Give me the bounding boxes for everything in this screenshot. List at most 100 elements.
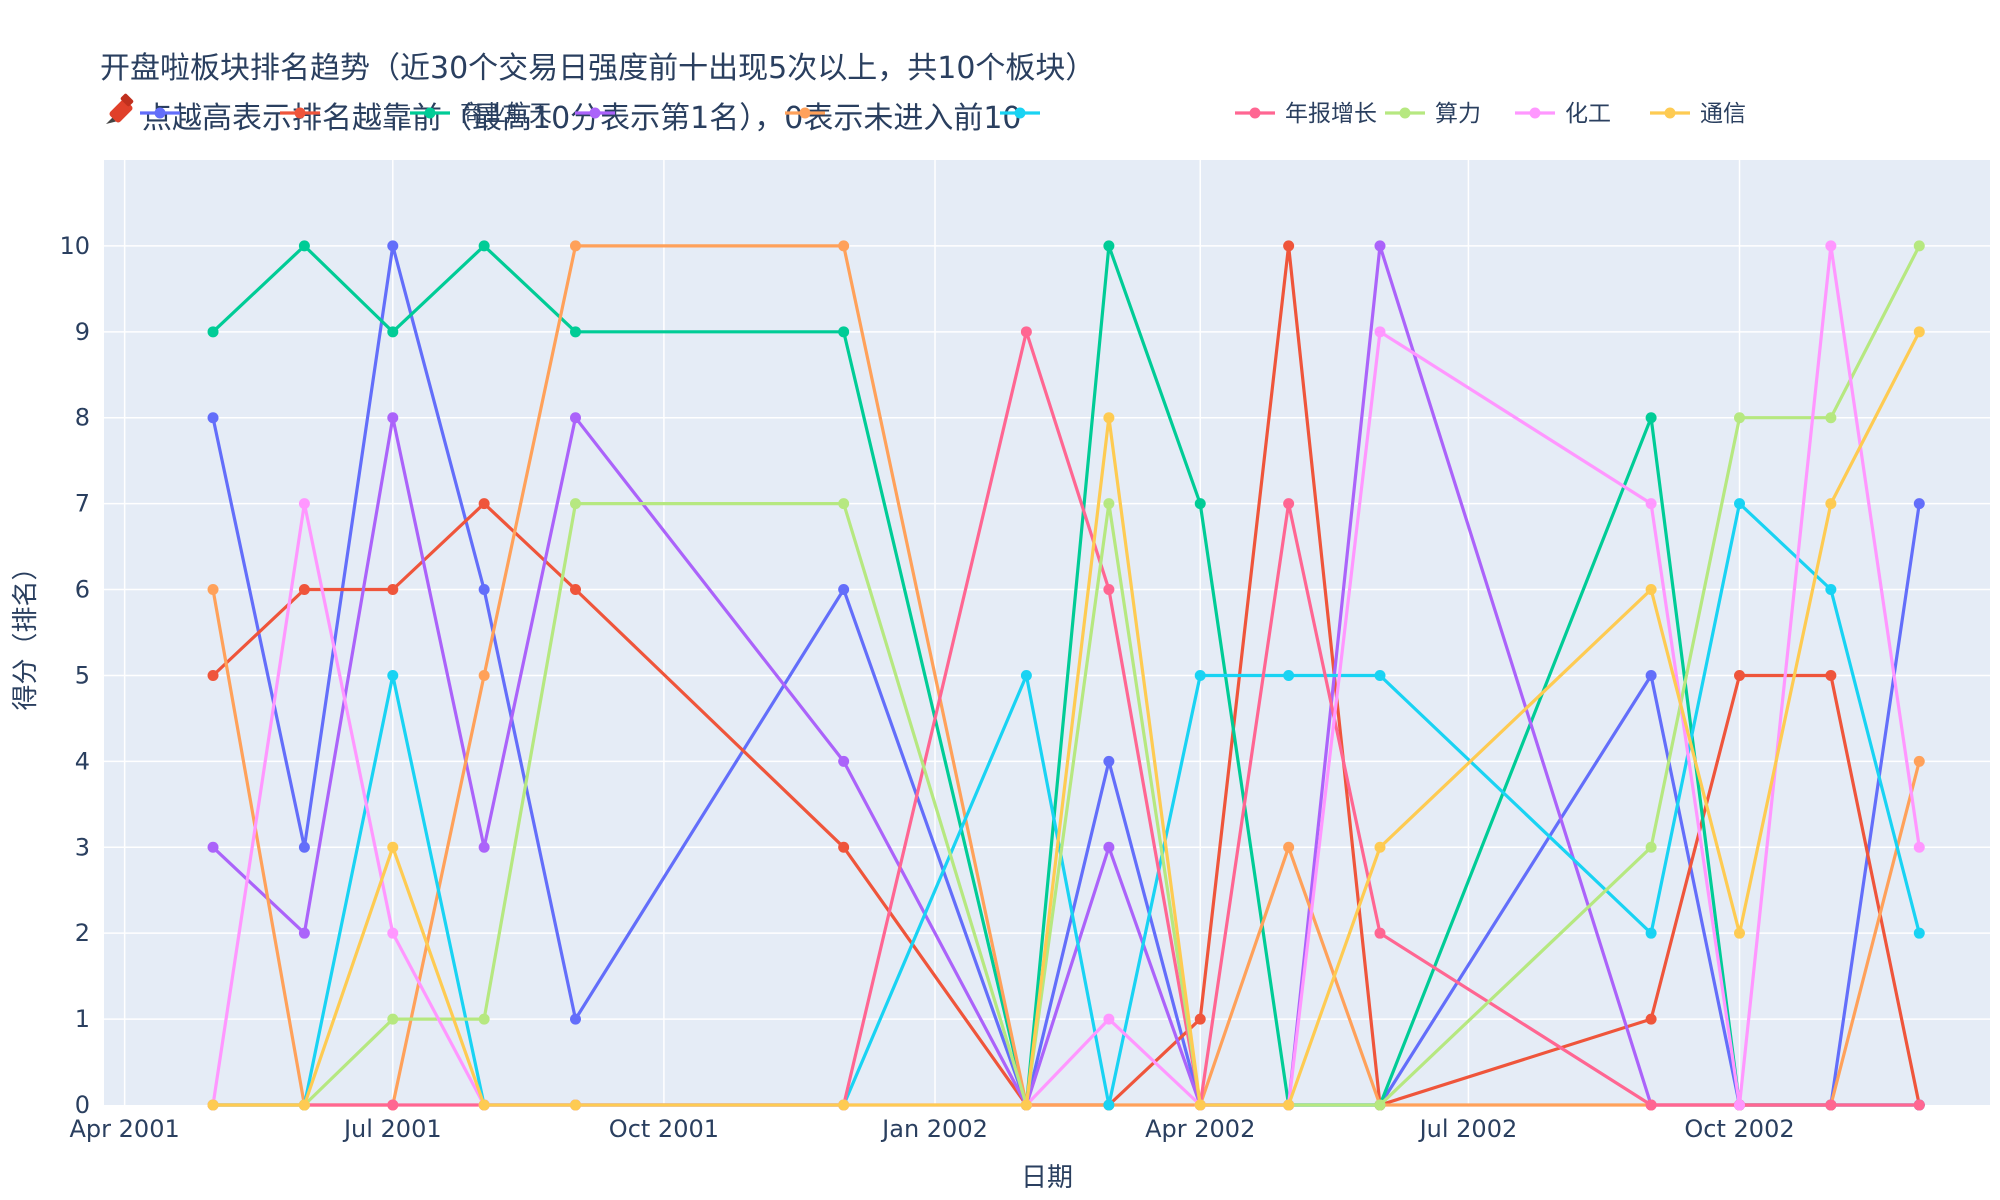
data-point[interactable] xyxy=(1645,584,1657,596)
data-point[interactable] xyxy=(1103,1013,1115,1025)
legend-item[interactable] xyxy=(1000,107,1040,119)
data-point[interactable] xyxy=(1283,240,1295,252)
data-point[interactable] xyxy=(1825,240,1837,252)
data-point[interactable] xyxy=(1283,1099,1295,1111)
data-point[interactable] xyxy=(1020,669,1032,681)
data-point[interactable] xyxy=(1374,669,1386,681)
data-point[interactable] xyxy=(1913,326,1925,338)
data-point[interactable] xyxy=(387,669,399,681)
data-point[interactable] xyxy=(570,584,581,596)
data-point[interactable] xyxy=(1020,326,1032,338)
data-point[interactable] xyxy=(1194,669,1206,681)
data-point[interactable] xyxy=(838,240,850,252)
data-point[interactable] xyxy=(1194,1013,1206,1025)
data-point[interactable] xyxy=(207,841,219,853)
data-point[interactable] xyxy=(1645,412,1657,424)
data-point[interactable] xyxy=(1825,498,1837,510)
data-point[interactable] xyxy=(838,584,850,596)
data-point[interactable] xyxy=(1913,498,1925,510)
data-point[interactable] xyxy=(1283,498,1295,510)
data-point[interactable] xyxy=(570,326,581,338)
legend-item[interactable] xyxy=(575,107,615,119)
data-point[interactable] xyxy=(1103,498,1115,510)
data-point[interactable] xyxy=(1103,841,1115,853)
data-point[interactable] xyxy=(1374,927,1386,939)
data-point[interactable] xyxy=(1913,755,1925,767)
data-point[interactable] xyxy=(387,1099,399,1111)
legend-item[interactable] xyxy=(280,107,320,119)
data-point[interactable] xyxy=(1194,498,1206,510)
data-point[interactable] xyxy=(1913,1099,1925,1111)
data-point[interactable] xyxy=(1374,841,1386,853)
data-point[interactable] xyxy=(1103,755,1115,767)
data-point[interactable] xyxy=(207,584,219,596)
data-point[interactable] xyxy=(1374,326,1386,338)
legend-item[interactable] xyxy=(140,107,180,119)
data-point[interactable] xyxy=(1825,1099,1837,1111)
data-point[interactable] xyxy=(387,841,399,853)
legend-item[interactable] xyxy=(785,107,825,119)
data-point[interactable] xyxy=(1913,240,1925,252)
data-point[interactable] xyxy=(838,755,850,767)
data-point[interactable] xyxy=(387,412,399,424)
data-point[interactable] xyxy=(298,498,310,510)
legend-item[interactable]: 通信 xyxy=(1650,101,1746,127)
data-point[interactable] xyxy=(478,240,490,252)
data-point[interactable] xyxy=(1103,1099,1115,1111)
data-point[interactable] xyxy=(298,1099,310,1111)
data-point[interactable] xyxy=(1645,669,1657,681)
data-point[interactable] xyxy=(1374,1099,1386,1111)
data-point[interactable] xyxy=(1825,412,1837,424)
data-point[interactable] xyxy=(207,326,219,338)
data-point[interactable] xyxy=(1645,1099,1657,1111)
data-point[interactable] xyxy=(1645,1013,1657,1025)
data-point[interactable] xyxy=(1734,927,1746,939)
data-point[interactable] xyxy=(387,927,399,939)
data-point[interactable] xyxy=(207,1099,219,1111)
data-point[interactable] xyxy=(1645,498,1657,510)
data-point[interactable] xyxy=(387,584,399,596)
data-point[interactable] xyxy=(570,412,581,424)
data-point[interactable] xyxy=(1825,584,1837,596)
legend-item[interactable]: 年报增长 xyxy=(1235,101,1377,127)
data-point[interactable] xyxy=(1645,841,1657,853)
data-point[interactable] xyxy=(1283,841,1295,853)
data-point[interactable] xyxy=(478,841,490,853)
legend-item[interactable]: 算力 xyxy=(1385,101,1481,127)
data-point[interactable] xyxy=(478,669,490,681)
data-point[interactable] xyxy=(1374,240,1386,252)
data-point[interactable] xyxy=(1020,1099,1032,1111)
data-point[interactable] xyxy=(298,584,310,596)
data-point[interactable] xyxy=(387,326,399,338)
data-point[interactable] xyxy=(1194,1099,1206,1111)
data-point[interactable] xyxy=(478,1013,490,1025)
legend-item[interactable]: 商业航天 xyxy=(410,101,552,127)
data-point[interactable] xyxy=(387,240,399,252)
data-point[interactable] xyxy=(207,669,219,681)
data-point[interactable] xyxy=(1103,412,1115,424)
data-point[interactable] xyxy=(1734,1099,1746,1111)
data-point[interactable] xyxy=(838,498,850,510)
data-point[interactable] xyxy=(298,240,310,252)
data-point[interactable] xyxy=(1913,841,1925,853)
data-point[interactable] xyxy=(207,412,219,424)
data-point[interactable] xyxy=(570,1013,581,1025)
data-point[interactable] xyxy=(1283,669,1295,681)
legend-item[interactable]: 化工 xyxy=(1515,101,1611,127)
data-point[interactable] xyxy=(570,1099,581,1111)
data-point[interactable] xyxy=(1103,584,1115,596)
data-point[interactable] xyxy=(838,1099,850,1111)
data-point[interactable] xyxy=(478,1099,490,1111)
data-point[interactable] xyxy=(478,584,490,596)
data-point[interactable] xyxy=(838,841,850,853)
data-point[interactable] xyxy=(298,927,310,939)
data-point[interactable] xyxy=(838,326,850,338)
data-point[interactable] xyxy=(570,240,581,252)
data-point[interactable] xyxy=(298,841,310,853)
data-point[interactable] xyxy=(1734,669,1746,681)
data-point[interactable] xyxy=(478,498,490,510)
data-point[interactable] xyxy=(387,1013,399,1025)
data-point[interactable] xyxy=(1734,412,1746,424)
data-point[interactable] xyxy=(1734,498,1746,510)
data-point[interactable] xyxy=(1913,927,1925,939)
